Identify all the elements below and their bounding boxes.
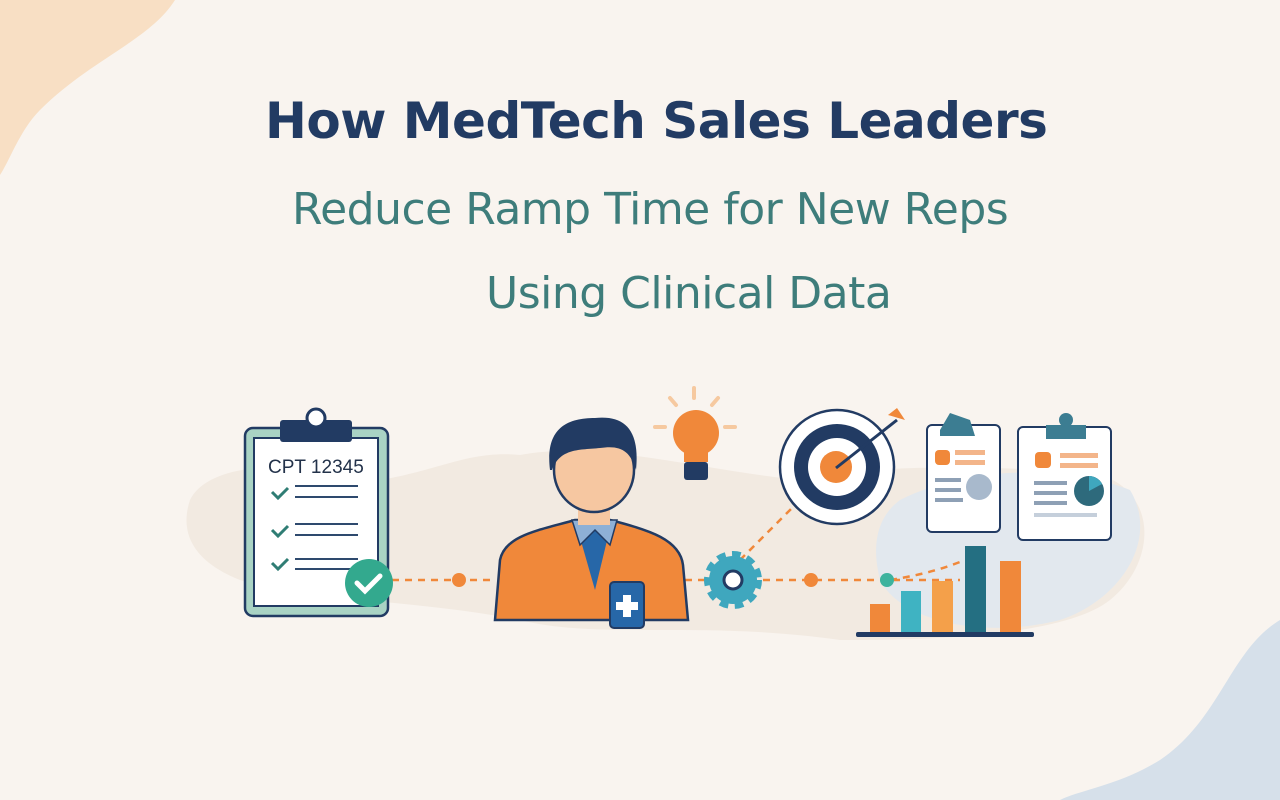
medical-report-icon [926,413,1001,533]
target-icon [778,408,905,526]
headline-line-1: How MedTech Sales Leaders [265,92,1048,150]
sales-rep-avatar [493,417,690,622]
corner-blob-top-left [0,0,175,175]
path-node [452,573,466,587]
corner-blob-bottom-right [1060,620,1280,800]
gear-icon [704,551,762,609]
check-badge-icon [345,559,393,607]
medical-report-pie-icon [1017,413,1112,541]
path-node [880,573,894,587]
cpt-code: CPT 12345 [268,457,364,478]
path-node [804,573,818,587]
lightbulb-icon [653,386,737,480]
headline-line-2: Reduce Ramp Time for New Reps [292,184,1009,235]
bar-chart-icon [856,546,1034,637]
id-badge-icon [609,581,645,629]
headline-line-3: Using Clinical Data [486,268,892,319]
